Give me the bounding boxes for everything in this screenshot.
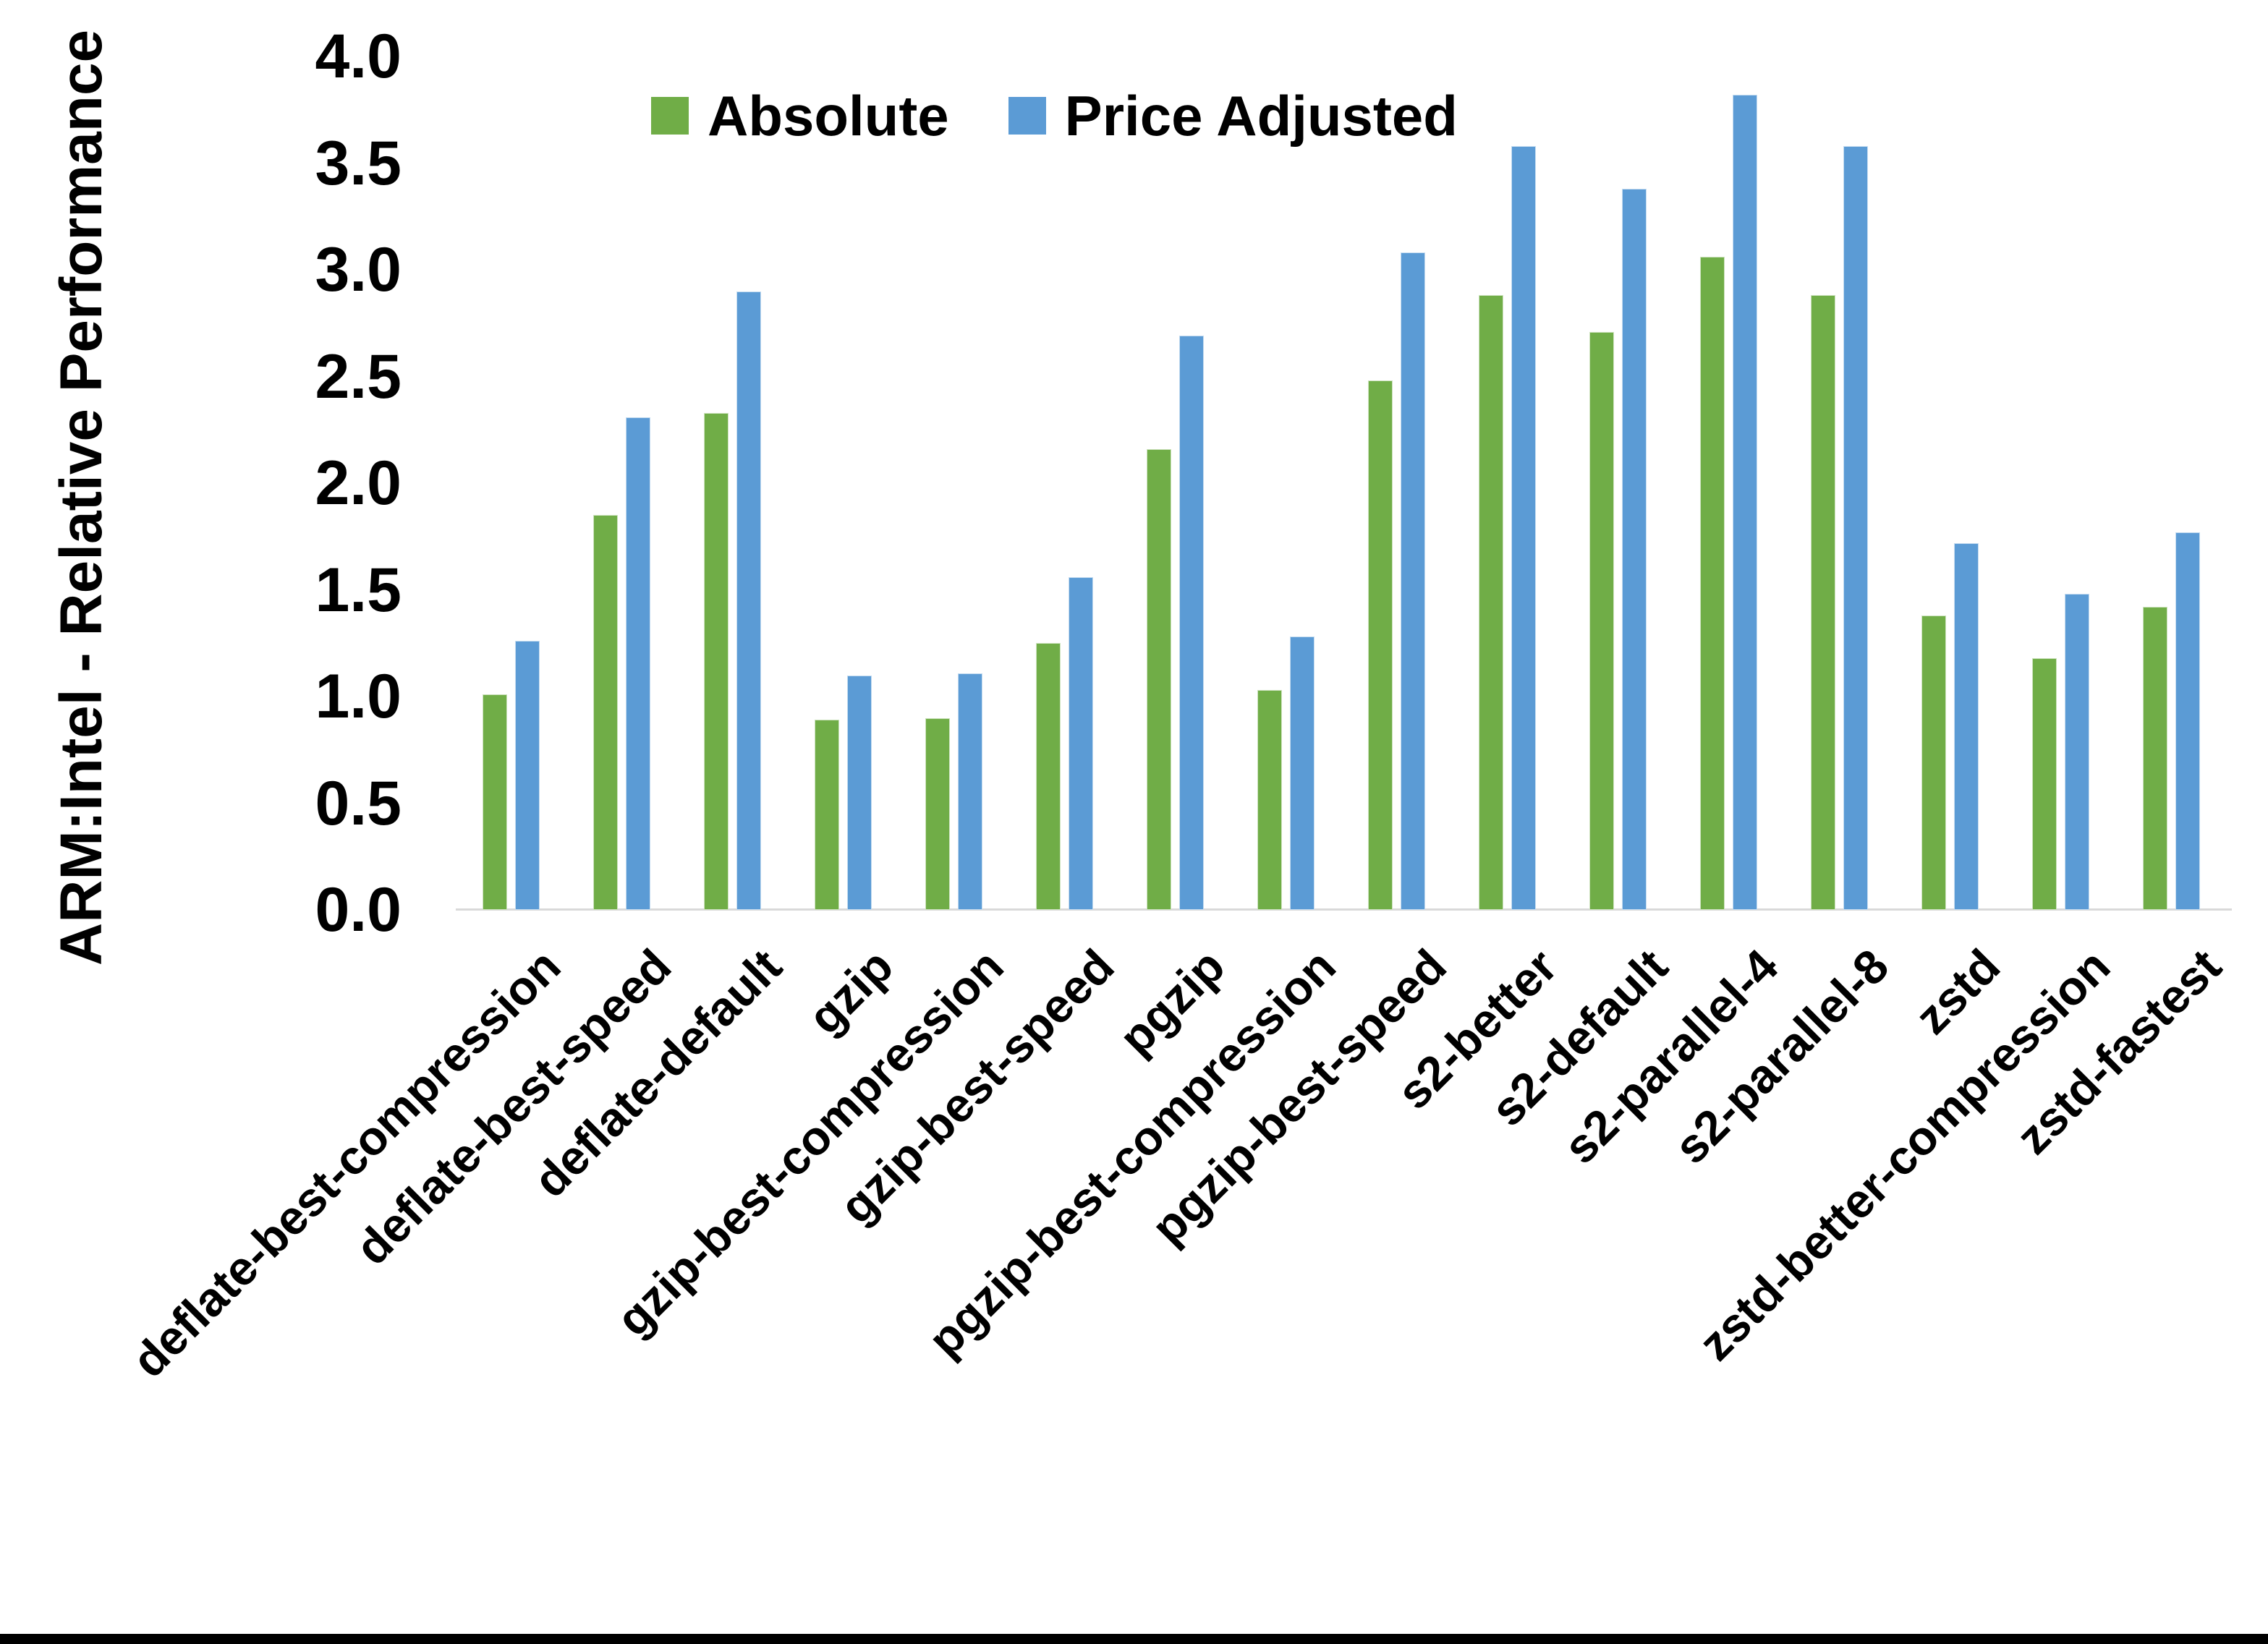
x-axis-line <box>456 908 2232 911</box>
bar-price-adjusted <box>1290 636 1314 910</box>
bar-price-adjusted <box>515 641 540 910</box>
x-category-label: deflate-best-compression <box>122 939 571 1388</box>
bar-absolute <box>815 720 839 910</box>
legend-label-absolute: Absolute <box>708 84 949 148</box>
bar-price-adjusted <box>1954 542 1979 910</box>
bar-absolute <box>1589 331 1614 910</box>
y-tick-label: 0.0 <box>315 875 402 945</box>
bar-price-adjusted <box>736 291 761 910</box>
bar-price-adjusted <box>1843 145 1868 910</box>
bar-absolute <box>1700 257 1725 910</box>
bar-absolute <box>1036 643 1061 910</box>
y-tick-label: 3.0 <box>315 235 402 304</box>
bar-price-adjusted <box>1179 336 1204 910</box>
bar-absolute <box>704 412 729 910</box>
window-border-bottom <box>0 1634 2268 1644</box>
bar-absolute <box>1147 448 1171 910</box>
y-tick-label: 1.0 <box>315 662 402 731</box>
bar-price-adjusted <box>1511 145 1536 910</box>
y-tick-label: 3.5 <box>315 128 402 198</box>
bar-absolute <box>2032 657 2057 910</box>
bar-price-adjusted <box>626 417 650 910</box>
bar-price-adjusted <box>2065 594 2089 910</box>
legend-swatch-absolute-icon <box>651 97 689 135</box>
y-tick-label: 1.5 <box>315 555 402 625</box>
y-tick-label: 2.0 <box>315 448 402 518</box>
bar-absolute <box>483 694 507 910</box>
legend: Absolute Price Adjusted <box>651 78 1458 153</box>
legend-swatch-price-adjusted-icon <box>1008 97 1046 135</box>
y-tick-label: 4.0 <box>315 22 402 91</box>
bar-price-adjusted <box>1733 95 1757 910</box>
legend-label-price-adjusted: Price Adjusted <box>1064 84 1458 148</box>
y-tick-label: 2.5 <box>315 341 402 412</box>
bar-price-adjusted <box>958 673 982 910</box>
y-tick-label: 0.5 <box>315 768 402 838</box>
bar-absolute <box>1479 295 1503 910</box>
y-axis-title: ARM:Intel - Relative Performance <box>48 29 114 966</box>
bar-absolute <box>1921 615 1946 910</box>
bar-price-adjusted <box>847 675 872 910</box>
bar-price-adjusted <box>1622 188 1647 910</box>
bar-price-adjusted <box>1069 576 1093 910</box>
legend-item-price-adjusted: Price Adjusted <box>1008 88 1458 144</box>
bar-price-adjusted <box>2175 532 2200 910</box>
bar-price-adjusted <box>1401 252 1425 910</box>
legend-item-absolute: Absolute <box>651 88 949 144</box>
bar-absolute <box>1368 380 1393 910</box>
bar-absolute <box>1257 690 1282 910</box>
bar-absolute <box>925 717 950 910</box>
bar-absolute <box>1811 295 1835 910</box>
bar-absolute <box>593 515 618 910</box>
bar-absolute <box>2143 607 2167 910</box>
